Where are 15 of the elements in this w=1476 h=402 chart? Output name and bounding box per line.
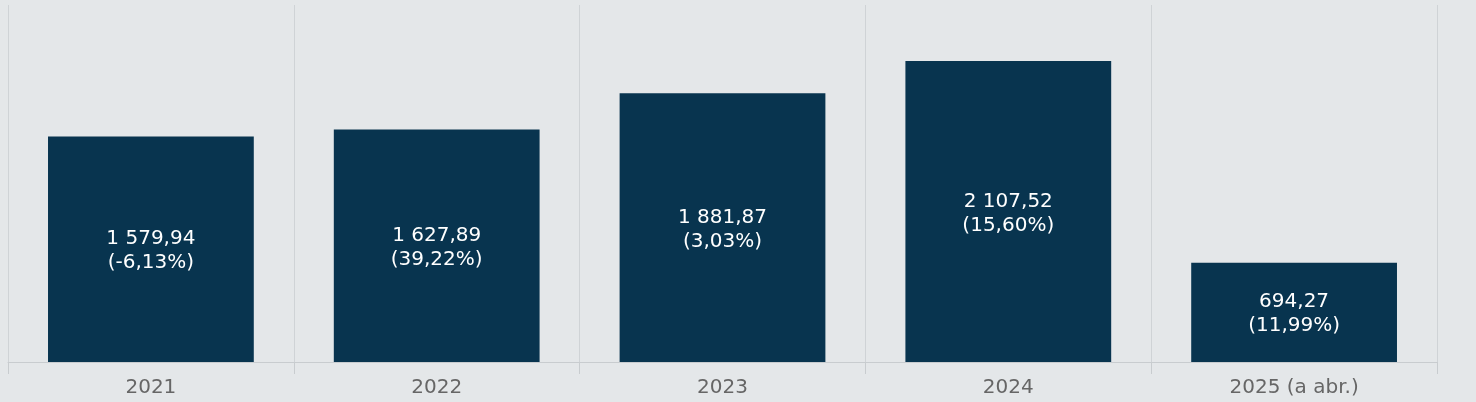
data-label: 1 881,87 (3,03%) <box>677 203 768 252</box>
bar <box>905 61 1112 362</box>
data-label: 1 579,94 (-6,13%) <box>106 225 196 274</box>
bar <box>48 136 254 362</box>
data-label: 1 627,89 (39,22%) <box>390 221 483 270</box>
bar <box>1191 262 1397 362</box>
x-tick-label: 2024 <box>982 374 1034 398</box>
data-label: 694,27 (11,99%) <box>1248 288 1341 337</box>
bar <box>333 129 540 362</box>
x-tick-label: 2022 <box>411 374 463 398</box>
data-label: 2 107,52 (15,60%) <box>962 187 1055 236</box>
bar <box>619 93 826 362</box>
x-tick-label: 2025 (a abr.) <box>1229 374 1359 398</box>
x-tick-label: 2023 <box>697 374 748 398</box>
x-tick-label: 2021 <box>125 374 177 398</box>
